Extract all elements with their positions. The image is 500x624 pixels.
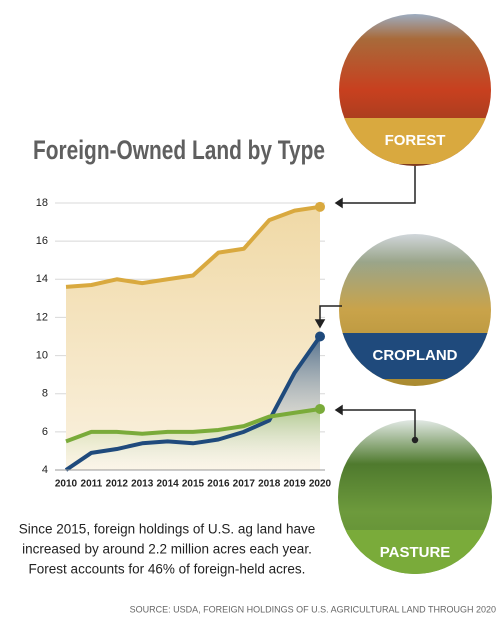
x-tick-label: 2017 bbox=[233, 479, 256, 490]
y-tick-label: 10 bbox=[36, 349, 48, 361]
line bbox=[65, 406, 321, 444]
caption-line: Forest accounts for 46% of foreign-held … bbox=[29, 562, 306, 577]
photo-cropland bbox=[339, 234, 491, 386]
area bbox=[66, 206, 320, 471]
caption: Since 2015, foreign holdings of U.S. ag … bbox=[19, 522, 315, 577]
end-point bbox=[315, 403, 325, 414]
y-tick-label: 12 bbox=[36, 311, 48, 323]
y-tick-label: 4 bbox=[42, 464, 48, 476]
y-tick-label: 6 bbox=[42, 426, 48, 438]
end-point bbox=[315, 201, 325, 212]
end-point bbox=[315, 331, 325, 342]
x-tick-label: 2014 bbox=[156, 479, 179, 490]
x-tick-label: 2020 bbox=[309, 479, 332, 490]
photo-pasture bbox=[338, 420, 492, 574]
connectors bbox=[314, 166, 419, 444]
caption-line: increased by around 2.2 million acres ea… bbox=[22, 542, 312, 557]
x-tick-label: 2010 bbox=[55, 479, 78, 490]
x-tick-label: 2016 bbox=[207, 479, 230, 490]
line bbox=[65, 204, 321, 289]
chart-title: Foreign-Owned Land by Type bbox=[33, 135, 325, 165]
y-tick-label: 8 bbox=[42, 388, 48, 400]
x-tick-label: 2012 bbox=[106, 479, 129, 490]
y-tick-label: 16 bbox=[36, 235, 48, 247]
x-tick-label: 2015 bbox=[182, 479, 205, 490]
x-tick-label: 2011 bbox=[81, 479, 103, 490]
label-pasture: PASTURE bbox=[380, 544, 451, 561]
x-tick-label: 2019 bbox=[283, 479, 306, 490]
source: SOURCE: USDA, FOREIGN HOLDINGS OF U.S. A… bbox=[130, 604, 496, 614]
x-tick-label: 2018 bbox=[258, 479, 281, 490]
label-forest: FOREST bbox=[385, 132, 446, 149]
y-tick-label: 14 bbox=[36, 273, 48, 285]
photo-forest bbox=[339, 14, 491, 166]
x-tick-label: 2013 bbox=[131, 479, 154, 490]
y-tick-label: 18 bbox=[36, 197, 48, 209]
line bbox=[64, 335, 322, 472]
label-cropland: CROPLAND bbox=[373, 347, 458, 364]
caption-line: Since 2015, foreign holdings of U.S. ag … bbox=[19, 522, 315, 537]
